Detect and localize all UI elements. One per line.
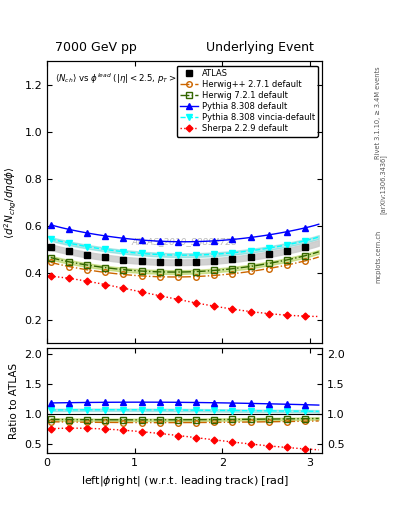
X-axis label: left|$\phi$right| (w.r.t. leading track) [rad]: left|$\phi$right| (w.r.t. leading track)… <box>81 474 289 487</box>
Text: Underlying Event: Underlying Event <box>206 41 314 54</box>
Text: 7000 GeV pp: 7000 GeV pp <box>55 41 137 54</box>
Text: ATLAS_2010_S8894728: ATLAS_2010_S8894728 <box>132 237 238 246</box>
Text: $\langle N_{ch} \rangle$ vs $\phi^{lead}$ ($|\eta| < 2.5$, $p_T > 0.5$ GeV, $p_{: $\langle N_{ch} \rangle$ vs $\phi^{lead}… <box>55 71 271 86</box>
Y-axis label: $\langle d^2 N_{chg}/d\eta d\phi \rangle$: $\langle d^2 N_{chg}/d\eta d\phi \rangle… <box>3 166 19 239</box>
Text: Rivet 3.1.10, ≥ 3.4M events: Rivet 3.1.10, ≥ 3.4M events <box>375 67 381 159</box>
Legend: ATLAS, Herwig++ 2.7.1 default, Herwig 7.2.1 default, Pythia 8.308 default, Pythi: ATLAS, Herwig++ 2.7.1 default, Herwig 7.… <box>176 66 318 137</box>
Y-axis label: Ratio to ATLAS: Ratio to ATLAS <box>9 362 19 439</box>
Text: [arXiv:1306.3436]: [arXiv:1306.3436] <box>380 155 387 214</box>
Text: mcplots.cern.ch: mcplots.cern.ch <box>375 229 381 283</box>
